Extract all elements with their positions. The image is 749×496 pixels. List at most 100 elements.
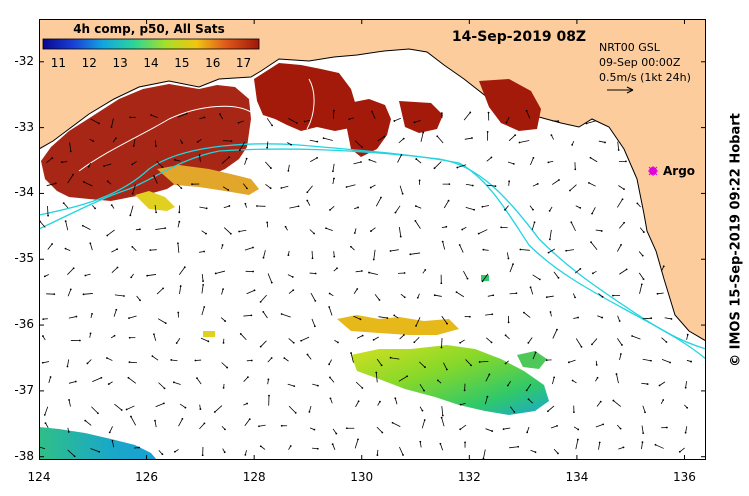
current-arrow-head bbox=[205, 207, 208, 210]
current-arrow-head bbox=[293, 385, 296, 388]
current-arrow-head bbox=[267, 378, 270, 381]
current-arrow-head bbox=[441, 240, 444, 243]
current-arrow bbox=[547, 405, 555, 412]
current-arrow-head bbox=[196, 377, 198, 380]
current-arrow bbox=[171, 359, 178, 362]
argo-label: Argo bbox=[663, 164, 695, 178]
current-arrow-head bbox=[223, 451, 226, 454]
current-arrow bbox=[154, 205, 157, 213]
current-arrow bbox=[616, 373, 619, 384]
current-arrow-head bbox=[316, 384, 319, 387]
current-arrow-head bbox=[686, 333, 689, 336]
current-arrow-head bbox=[665, 426, 668, 429]
current-arrow bbox=[262, 311, 268, 319]
current-arrow bbox=[126, 405, 135, 410]
current-arrow-head bbox=[523, 311, 525, 314]
credit-label: © IMOS 15-Sep-2019 09:22 Hobart bbox=[728, 113, 744, 367]
current-arrow-head bbox=[245, 157, 248, 160]
current-arrow-head bbox=[424, 269, 427, 271]
current-arrow bbox=[598, 442, 601, 450]
current-arrow-head bbox=[130, 415, 132, 418]
current-arrow bbox=[390, 357, 400, 360]
x-tick-label: 132 bbox=[457, 470, 481, 484]
current-arrow-head bbox=[332, 170, 334, 173]
current-arrow-head bbox=[164, 227, 167, 230]
current-arrow-head bbox=[532, 208, 534, 211]
current-arrow bbox=[152, 355, 159, 361]
current-arrow-head bbox=[244, 454, 247, 456]
current-arrow-head bbox=[518, 141, 521, 144]
current-arrow bbox=[265, 183, 271, 189]
current-arrow bbox=[509, 292, 517, 295]
current-arrow-head bbox=[229, 232, 232, 235]
current-arrow bbox=[310, 157, 318, 162]
current-arrow bbox=[130, 416, 137, 426]
current-arrow-head bbox=[372, 258, 375, 261]
current-arrow bbox=[526, 426, 530, 433]
current-arrow-head bbox=[461, 228, 464, 231]
current-arrow bbox=[398, 375, 408, 382]
current-arrow-head bbox=[43, 275, 46, 278]
current-arrow-head bbox=[601, 295, 604, 298]
current-arrow-head bbox=[625, 268, 628, 271]
current-arrow-head bbox=[283, 357, 286, 360]
current-arrow-head bbox=[548, 238, 551, 241]
colorbar-tick-label: 16 bbox=[205, 56, 220, 70]
colorbar-tick-label: 17 bbox=[236, 56, 251, 70]
current-arrow bbox=[485, 428, 493, 432]
current-arrow bbox=[128, 315, 137, 319]
current-arrow-head bbox=[588, 181, 590, 184]
current-arrow bbox=[463, 270, 468, 279]
date-label: 14-Sep-2019 08Z bbox=[452, 29, 586, 45]
current-arrow-head bbox=[548, 209, 551, 212]
current-arrow bbox=[311, 318, 316, 327]
current-arrow-head bbox=[238, 230, 241, 233]
current-arrow-head bbox=[316, 140, 319, 143]
current-arrow bbox=[329, 377, 335, 383]
current-arrow bbox=[569, 184, 577, 191]
isotherm-contour-2 bbox=[306, 78, 315, 130]
current-arrow-head bbox=[181, 418, 184, 420]
current-arrow-head bbox=[413, 341, 416, 344]
current-arrow-head bbox=[547, 161, 550, 164]
y-tick-label: -35 bbox=[14, 251, 34, 266]
current-arrow-head bbox=[287, 169, 290, 172]
current-arrow bbox=[199, 206, 207, 209]
current-arrow-head bbox=[335, 432, 338, 435]
current-arrow-head bbox=[394, 397, 397, 400]
current-arrow-head bbox=[173, 450, 176, 453]
current-arrow bbox=[281, 313, 291, 318]
current-arrow bbox=[44, 406, 49, 416]
current-arrow bbox=[246, 289, 255, 295]
current-arrow-head bbox=[470, 364, 473, 367]
current-arrow-head bbox=[139, 299, 141, 302]
current-path-2 bbox=[39, 143, 706, 360]
current-arrow-head bbox=[177, 242, 179, 245]
current-arrow-head bbox=[602, 423, 605, 426]
current-arrow bbox=[288, 405, 297, 414]
current-arrow-head bbox=[508, 180, 511, 183]
current-arrow bbox=[588, 182, 596, 187]
current-arrow-head bbox=[181, 142, 184, 144]
current-arrow bbox=[106, 357, 113, 361]
current-arrow bbox=[111, 118, 114, 128]
current-arrow-head bbox=[87, 165, 90, 168]
current-arrow bbox=[267, 357, 272, 363]
current-arrow-head bbox=[553, 376, 556, 379]
current-arrow bbox=[333, 251, 335, 257]
current-arrow-head bbox=[580, 345, 583, 348]
current-arrow bbox=[415, 220, 421, 229]
current-arrow-head bbox=[402, 454, 404, 456]
argo-marker[interactable] bbox=[648, 166, 658, 176]
current-arrow-head bbox=[248, 418, 251, 421]
current-arrow-head bbox=[115, 308, 118, 311]
current-arrow-head bbox=[280, 187, 283, 189]
current-arrow bbox=[244, 158, 248, 165]
current-arrow bbox=[570, 222, 576, 232]
colorbar-ticks: 11 12 13 14 15 16 17 bbox=[51, 56, 251, 70]
current-arrow-head bbox=[224, 320, 227, 322]
current-arrow-head bbox=[488, 373, 491, 376]
current-arrow-head bbox=[205, 232, 207, 235]
current-arrow-head bbox=[213, 411, 216, 413]
current-arrow-head bbox=[259, 445, 262, 448]
